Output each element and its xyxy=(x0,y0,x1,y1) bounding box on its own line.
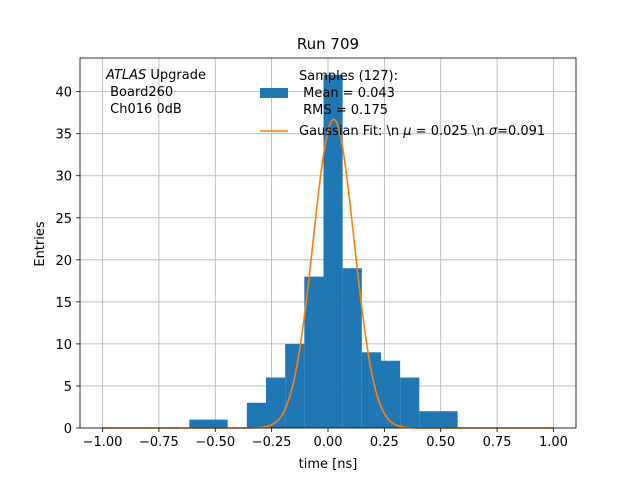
x-tick-label: −0.25 xyxy=(252,435,292,450)
legend-hist-line-2: Mean = 0.043 xyxy=(299,86,395,101)
histogram-bar xyxy=(400,377,420,428)
histogram-bar xyxy=(285,343,305,428)
legend-fit-prefix: Gaussian Fit: \n xyxy=(299,124,403,139)
y-tick-label: 0 xyxy=(64,422,72,437)
legend-fit-sigma: σ xyxy=(489,124,498,139)
annotation-upgrade: Upgrade xyxy=(146,68,206,83)
histogram-bar xyxy=(361,352,381,428)
legend-hist-line-1: Samples (127): xyxy=(299,69,398,84)
y-tick-label: 5 xyxy=(64,380,72,395)
histogram-bar xyxy=(246,402,266,428)
y-tick-label: 10 xyxy=(55,338,72,353)
annotation-line-1: ATLAS Upgrade xyxy=(105,68,206,83)
x-tick-label: 0.25 xyxy=(370,435,399,450)
y-tick-label: 35 xyxy=(55,128,72,143)
legend-fit-mu: μ xyxy=(402,124,411,139)
histogram-bar xyxy=(189,419,209,428)
legend: Samples (127): Mean = 0.043 RMS = 0.175 … xyxy=(260,69,545,139)
legend-fit-suffix: =0.091 xyxy=(497,124,545,139)
x-tick-label: 0.75 xyxy=(483,435,512,450)
histogram-bar xyxy=(208,419,228,428)
y-axis-label: Entries xyxy=(33,221,48,267)
y-tick-label: 15 xyxy=(55,296,72,311)
histogram-bars xyxy=(189,74,458,429)
y-tick-label: 25 xyxy=(55,212,72,227)
histogram-bar xyxy=(304,276,324,428)
histogram-bar xyxy=(342,268,362,428)
x-tick-label: 0.00 xyxy=(314,435,343,450)
histogram-bar xyxy=(419,411,439,428)
x-tick-label: −0.75 xyxy=(139,435,179,450)
y-tick-label: 20 xyxy=(55,254,72,269)
x-tick-label: −1.00 xyxy=(83,435,123,450)
legend-hist-line-3: RMS = 0.175 xyxy=(299,103,388,118)
annotation-line-2: Board260 xyxy=(106,85,173,100)
x-tick-label: 0.50 xyxy=(426,435,455,450)
histogram-bar xyxy=(438,411,458,428)
x-tick-label: −0.50 xyxy=(195,435,235,450)
legend-fit-label: Gaussian Fit: \n μ = 0.025 \n σ=0.091 xyxy=(299,124,545,139)
chart-title: Run 709 xyxy=(297,35,359,53)
y-tick-label: 30 xyxy=(55,170,72,185)
y-tick-label: 40 xyxy=(55,86,72,101)
histogram-bar xyxy=(266,377,286,428)
annotation-line-3: Ch016 0dB xyxy=(106,102,182,117)
histogram-bar xyxy=(380,360,401,428)
x-axis-label: time [ns] xyxy=(299,457,358,472)
legend-fit-middle: = 0.025 \n xyxy=(412,124,489,139)
annotation-atlas: ATLAS xyxy=(105,68,146,83)
x-tick-label: 1.00 xyxy=(539,435,568,450)
legend-swatch-histogram xyxy=(260,88,288,98)
atlas-annotation: ATLAS Upgrade Board260 Ch016 0dB xyxy=(105,68,206,117)
axis-ticks: −1.00 −0.75 −0.50 −0.25 0.00 0.25 0.50 0.75 1.00… xyxy=(55,86,567,450)
histogram-bar xyxy=(323,74,343,429)
